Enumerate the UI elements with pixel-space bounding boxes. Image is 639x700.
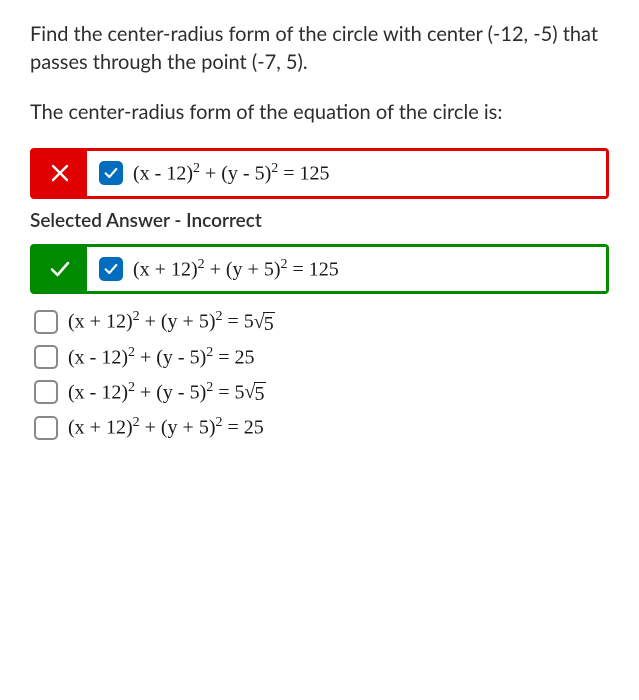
selected-answer-content: (x - 12)2 + (y - 5)2 = 125 [87, 151, 606, 196]
checkbox-selected[interactable] [99, 161, 123, 185]
selected-answer-row: (x - 12)2 + (y - 5)2 = 125 [30, 148, 609, 199]
feedback-label: Selected Answer - Incorrect [30, 209, 609, 232]
question-paragraph-1: Find the center-radius form of the circl… [30, 20, 609, 76]
correct-answer-row: (x + 12)2 + (y + 5)2 = 125 [30, 244, 609, 295]
option-math: (x - 12)2 + (y - 5)2 = 25 [68, 345, 255, 370]
option-row[interactable]: (x - 12)2 + (y - 5)2 = 25 [30, 340, 609, 375]
option-math: (x + 12)2 + (y + 5)2 = 5√5 [68, 309, 275, 335]
other-options-list: (x + 12)2 + (y + 5)2 = 5√5 (x - 12)2 + (… [30, 304, 609, 445]
check-icon [33, 247, 87, 292]
x-icon [33, 151, 87, 196]
checkbox-option[interactable] [34, 310, 58, 334]
option-row[interactable]: (x + 12)2 + (y + 5)2 = 25 [30, 410, 609, 445]
question-paragraph-2: The center-radius form of the equation o… [30, 98, 609, 126]
option-row[interactable]: (x - 12)2 + (y - 5)2 = 5√5 [30, 375, 609, 411]
checkbox-option[interactable] [34, 380, 58, 404]
correct-answer-math: (x + 12)2 + (y + 5)2 = 125 [133, 257, 339, 282]
checkbox-option[interactable] [34, 416, 58, 440]
option-row[interactable]: (x + 12)2 + (y + 5)2 = 5√5 [30, 304, 609, 340]
selected-answer-math: (x - 12)2 + (y - 5)2 = 125 [133, 161, 330, 186]
checkbox-option[interactable] [34, 345, 58, 369]
option-math: (x + 12)2 + (y + 5)2 = 25 [68, 415, 264, 440]
option-math: (x - 12)2 + (y - 5)2 = 5√5 [68, 380, 266, 406]
checkbox-correct[interactable] [99, 257, 123, 281]
correct-answer-content: (x + 12)2 + (y + 5)2 = 125 [87, 247, 606, 292]
